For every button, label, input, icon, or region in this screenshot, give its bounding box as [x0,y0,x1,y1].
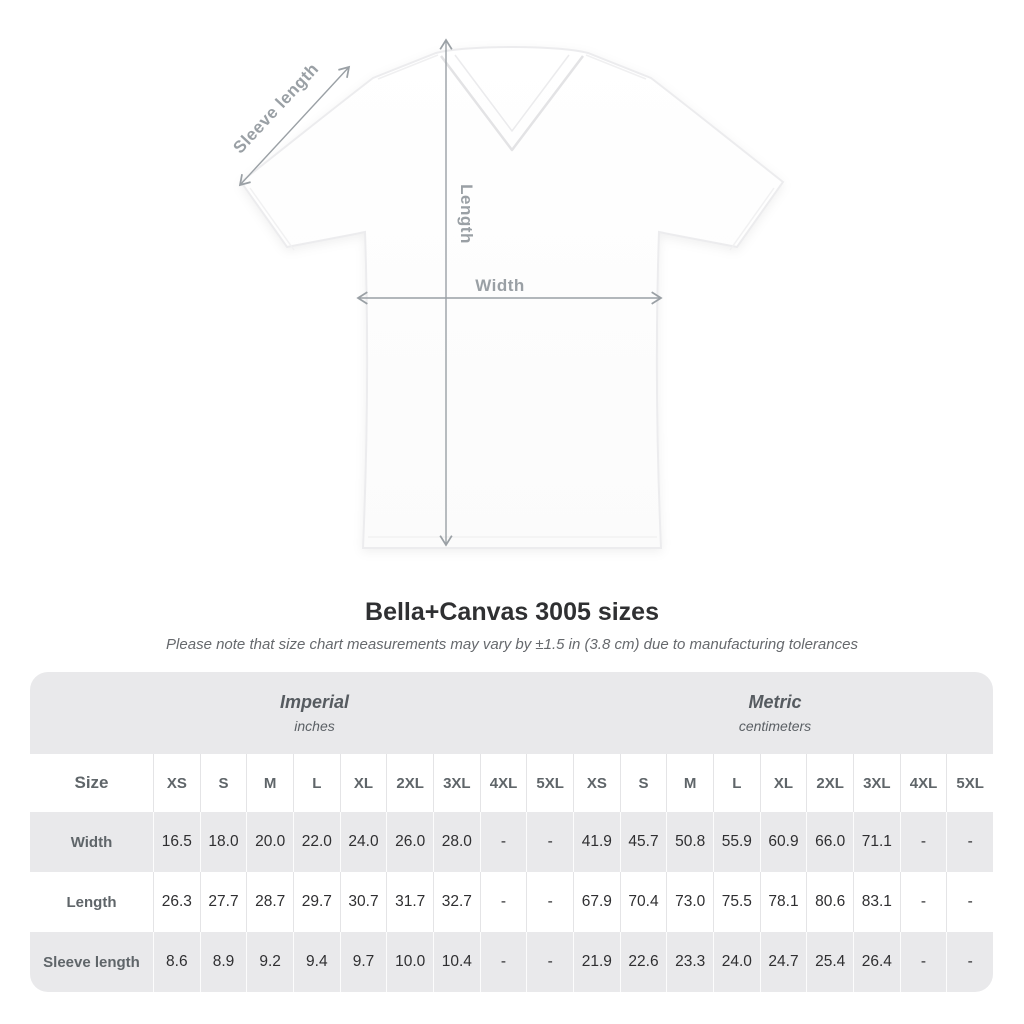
length-imperial-s: 27.7 [199,872,247,932]
imperial-size-header-2xl: 2XL [386,754,433,812]
sleeve-length-metric-2xl: 25.4 [806,932,853,992]
sleeve-length-metric-l: 24.0 [713,932,760,992]
imperial-unit: inches [294,718,335,734]
width-metric-4xl: - [899,812,947,872]
metric-size-header-3xl: 3XL [853,754,900,812]
sleeve-length-imperial-l: 9.4 [293,932,340,992]
length-imperial-m: 28.7 [246,872,293,932]
width-metric-xs: 41.9 [573,812,620,872]
width-metric-m: 50.8 [666,812,713,872]
metric-size-header-4xl: 4XL [899,754,947,812]
length-imperial-4xl: - [479,872,527,932]
sleeve-length-arrow [238,65,351,187]
imperial-section-header: Imperial inches [30,672,573,754]
imperial-size-header-l: L [293,754,340,812]
width-imperial-5xl: - [526,812,573,872]
width-imperial-2xl: 26.0 [386,812,433,872]
width-imperial-3xl: 28.0 [433,812,480,872]
sleeve-length-imperial-xl: 9.7 [339,932,387,992]
metric-section-header: Metric centimeters [573,672,993,754]
imperial-size-header-s: S [199,754,247,812]
measurement-arrows [238,38,663,547]
length-imperial-2xl: 31.7 [386,872,433,932]
width-label: Width [475,276,525,295]
length-imperial-l: 29.7 [293,872,340,932]
length-imperial-3xl: 32.7 [433,872,480,932]
metric-size-header-5xl: 5XL [946,754,993,812]
metric-size-header-2xl: 2XL [806,754,853,812]
imperial-label: Imperial [279,692,350,712]
width-metric-5xl: - [946,812,993,872]
sleeve-length-metric-s: 22.6 [619,932,667,992]
vneck-collar-outline [440,55,584,152]
length-metric-s: 70.4 [619,872,667,932]
width-metric-xl: 60.9 [759,812,807,872]
row-label-width: Width [30,812,153,872]
width-imperial-xl: 24.0 [339,812,387,872]
width-metric-2xl: 66.0 [806,812,853,872]
tolerance-note: Please note that size chart measurements… [166,636,858,653]
metric-unit: centimeters [738,718,812,734]
metric-size-header-l: L [713,754,760,812]
tshirt-figure: Sleeve length Length Width [229,38,785,549]
sleeve-length-metric-3xl: 26.4 [853,932,900,992]
length-imperial-xs: 26.3 [153,872,200,932]
length-label: Length [457,184,476,244]
length-metric-l: 75.5 [713,872,760,932]
metric-label: Metric [748,692,802,712]
page-title: Bella+Canvas 3005 sizes [365,598,659,626]
metric-size-header-m: M [666,754,713,812]
size-chart-table: Imperial inches Metric centimeters Size X… [30,672,993,992]
length-metric-xl: 78.1 [759,872,807,932]
metric-size-header-xs: XS [573,754,620,812]
sleeve-length-imperial-3xl: 10.4 [433,932,480,992]
imperial-size-header-xl: XL [339,754,387,812]
length-metric-m: 73.0 [666,872,713,932]
width-metric-3xl: 71.1 [853,812,900,872]
sleeve-length-imperial-2xl: 10.0 [386,932,433,992]
length-metric-xs: 67.9 [573,872,620,932]
row-label-length: Length [30,872,153,932]
width-metric-s: 45.7 [619,812,667,872]
sleeve-length-metric-xs: 21.9 [573,932,620,992]
width-imperial-4xl: - [479,812,527,872]
width-imperial-m: 20.0 [246,812,293,872]
row-label-sleeve-length: Sleeve length [30,932,153,992]
length-metric-2xl: 80.6 [806,872,853,932]
width-imperial-xs: 16.5 [153,812,200,872]
metric-size-header-xl: XL [759,754,807,812]
sleeve-length-metric-4xl: - [899,932,947,992]
width-imperial-s: 18.0 [199,812,247,872]
sleeve-length-imperial-5xl: - [526,932,573,992]
length-imperial-xl: 30.7 [339,872,387,932]
sleeve-length-metric-m: 23.3 [666,932,713,992]
sleeve-length-imperial-xs: 8.6 [153,932,200,992]
metric-size-header-s: S [619,754,667,812]
length-imperial-5xl: - [526,872,573,932]
imperial-size-header-4xl: 4XL [479,754,527,812]
sleeve-length-imperial-s: 8.9 [199,932,247,992]
length-metric-5xl: - [946,872,993,932]
sleeve-length-metric-5xl: - [946,932,993,992]
width-metric-l: 55.9 [713,812,760,872]
sleeve-length-imperial-m: 9.2 [246,932,293,992]
sleeve-length-metric-xl: 24.7 [759,932,807,992]
length-metric-3xl: 83.1 [853,872,900,932]
length-metric-4xl: - [899,872,947,932]
imperial-size-header-3xl: 3XL [433,754,480,812]
tshirt-measurement-diagram: Sleeve length Length Width [229,38,785,549]
sleeve-length-imperial-4xl: - [479,932,527,992]
imperial-size-header-m: M [246,754,293,812]
imperial-size-header-xs: XS [153,754,200,812]
width-imperial-l: 22.0 [293,812,340,872]
size-column-header: Size [30,754,153,812]
imperial-size-header-5xl: 5XL [526,754,573,812]
